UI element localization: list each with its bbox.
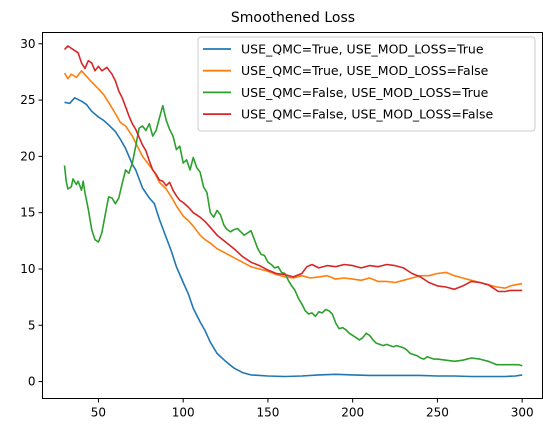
series-line-0 — [64, 97, 523, 378]
legend-label: USE_QMC=False, USE_MOD_LOSS=False — [241, 107, 494, 122]
y-tick-label: 30 — [20, 37, 35, 51]
y-tick-label: 10 — [20, 262, 35, 276]
series-line-3 — [63, 45, 523, 293]
y-tick-label: 5 — [28, 318, 36, 332]
y-axis: 0 5 10 15 20 25 30 — [20, 37, 43, 389]
legend-box — [197, 36, 536, 132]
y-tick-label: 15 — [20, 206, 35, 220]
x-tick-label: 200 — [341, 406, 364, 420]
chart-title: Smoothened Loss — [231, 10, 355, 26]
legend-label: USE_QMC=True, USE_MOD_LOSS=True — [241, 42, 484, 57]
legend-label: USE_QMC=False, USE_MOD_LOSS=True — [241, 85, 489, 100]
x-tick-label: 300 — [511, 406, 534, 420]
y-tick-label: 20 — [20, 149, 35, 163]
series-line-2 — [63, 104, 523, 367]
x-tick-label: 250 — [426, 406, 449, 420]
x-tick-label: 50 — [91, 406, 106, 420]
x-tick-label: 150 — [256, 406, 279, 420]
series-line-1 — [63, 70, 523, 289]
x-tick-label: 100 — [172, 406, 195, 420]
y-tick-label: 0 — [28, 375, 36, 389]
series-lines — [63, 45, 523, 378]
legend-label: USE_QMC=True, USE_MOD_LOSS=False — [241, 63, 489, 78]
y-tick-label: 25 — [20, 93, 35, 107]
x-axis: 50 100 150 200 250 300 — [91, 398, 534, 420]
legend: USE_QMC=True, USE_MOD_LOSS=True USE_QMC=T… — [197, 36, 536, 132]
